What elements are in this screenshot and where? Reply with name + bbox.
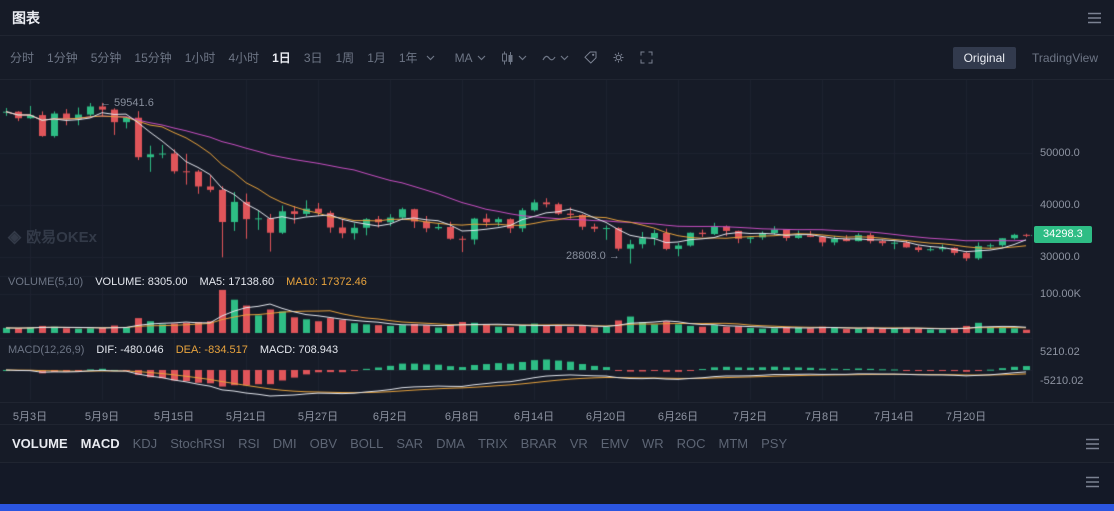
time-axis-label: 5月9日 [84,411,120,423]
chart-area: ◈ 欧易OKEx ← 59541.6 28808.0 → VOLUME(5,10… [0,80,1114,402]
time-axis-label: 5月15日 [153,411,195,423]
topbar: 图表 [0,0,1114,36]
interval-1月[interactable]: 1月 [367,51,386,65]
indicator-menu-icon[interactable] [1085,438,1100,450]
interval-1小时[interactable]: 1小时 [184,51,216,65]
indicator-tab-volume[interactable]: VOLUME [12,436,68,451]
bottom-accent-bar [0,504,1114,511]
indicator-tab-vr[interactable]: VR [569,436,588,451]
interval-1年[interactable]: 1年 [398,51,418,65]
indicator-tab-stochrsi[interactable]: StochRSI [170,436,226,451]
chevron-down-icon [560,55,568,60]
time-axis[interactable]: 5月3日 5月9日 5月15日 5月21日 5月27日 6月2日 6月8日 6月14日 6月20… [0,402,1114,424]
indicator-tab-sar[interactable]: SAR [396,436,424,451]
time-axis-label: 7月2日 [732,411,768,423]
interval-1分钟[interactable]: 1分钟 [47,51,78,65]
time-axis-label: 5月3日 [12,411,48,423]
indicator-tab-obv[interactable]: OBV [309,436,338,451]
indicator-tab-kdj[interactable]: KDJ [132,436,158,451]
page-title: 图表 [12,9,40,26]
indicator-tab-wr[interactable]: WR [641,436,664,451]
more-intervals-dropdown[interactable] [426,55,435,61]
indicator-tab-boll[interactable]: BOLL [350,436,384,451]
interval-selector: 分时 1分钟 5分钟 15分钟 1小时 4小时 1日 3日 1周 1月 1年 [10,49,418,66]
indicator-tab-roc[interactable]: ROC [676,436,706,451]
bottom-panel [0,462,1114,511]
chart-tools: MA [455,51,653,65]
interval-15分钟[interactable]: 15分钟 [134,51,172,65]
indicator-tab-brar[interactable]: BRAR [520,436,557,451]
chevron-down-icon [518,55,526,60]
topbar-menu-icon[interactable] [1087,12,1102,24]
time-axis-label: 6月20日 [585,411,627,423]
indicator-tab-emv[interactable]: EMV [600,436,629,451]
interval-1周[interactable]: 1周 [335,51,355,65]
indicator-tabs-list: VOLUME MACD KDJ StochRSI RSI DMI OBV BOLL SAR DMA… [12,436,1085,451]
indicator-tab-dma[interactable]: DMA [436,436,465,451]
time-axis-label: 7月8日 [804,411,840,423]
indicator-tab-rsi[interactable]: RSI [238,436,260,451]
time-axis-label: 6月14日 [513,411,555,423]
line-style-dropdown[interactable] [542,53,569,63]
candle-style-dropdown[interactable] [501,51,527,65]
candlestick-icon [501,51,513,64]
interval-5分钟[interactable]: 5分钟 [90,51,122,65]
ma-indicator-dropdown[interactable]: MA [455,51,486,65]
indicator-tab-dmi[interactable]: DMI [272,436,297,451]
chevron-down-icon [426,55,434,60]
indicator-tab-psy[interactable]: PSY [761,436,788,451]
interval-3日[interactable]: 3日 [303,51,323,65]
time-axis-label: 6月26日 [657,411,699,423]
chevron-down-icon [477,55,485,60]
interval-4小时[interactable]: 4小时 [228,51,260,65]
time-axis-label: 6月8日 [444,411,480,423]
price-tag-icon[interactable] [583,51,597,64]
chart-toolbar: 分时 1分钟 5分钟 15分钟 1小时 4小时 1日 3日 1周 1月 1年 MA [0,36,1114,80]
fullscreen-icon[interactable] [640,51,653,64]
time-axis-label: 6月2日 [372,411,408,423]
indicator-tab-mtm[interactable]: MTM [718,436,749,451]
curve-line-icon [542,55,556,60]
candlestick-chart-canvas[interactable] [0,80,1114,402]
settings-gear-icon[interactable] [612,51,625,64]
time-axis-label: 7月20日 [945,411,987,423]
time-axis-label: 5月27日 [297,411,339,423]
interval-1日[interactable]: 1日 [272,51,291,65]
indicator-tab-bar: VOLUME MACD KDJ StochRSI RSI DMI OBV BOLL SAR DMA… [0,424,1114,462]
time-axis-label: 5月21日 [225,411,267,423]
ma-label: MA [454,50,473,65]
indicator-tab-trix[interactable]: TRIX [477,436,508,451]
bottom-panel-menu-icon[interactable] [1085,476,1100,488]
tradingview-chart-button[interactable]: TradingView [1031,50,1098,65]
time-axis-label: 7月14日 [873,411,915,423]
original-chart-button[interactable]: Original [952,46,1016,69]
interval-分时[interactable]: 分时 [10,51,35,65]
indicator-tab-macd[interactable]: MACD [80,436,120,451]
